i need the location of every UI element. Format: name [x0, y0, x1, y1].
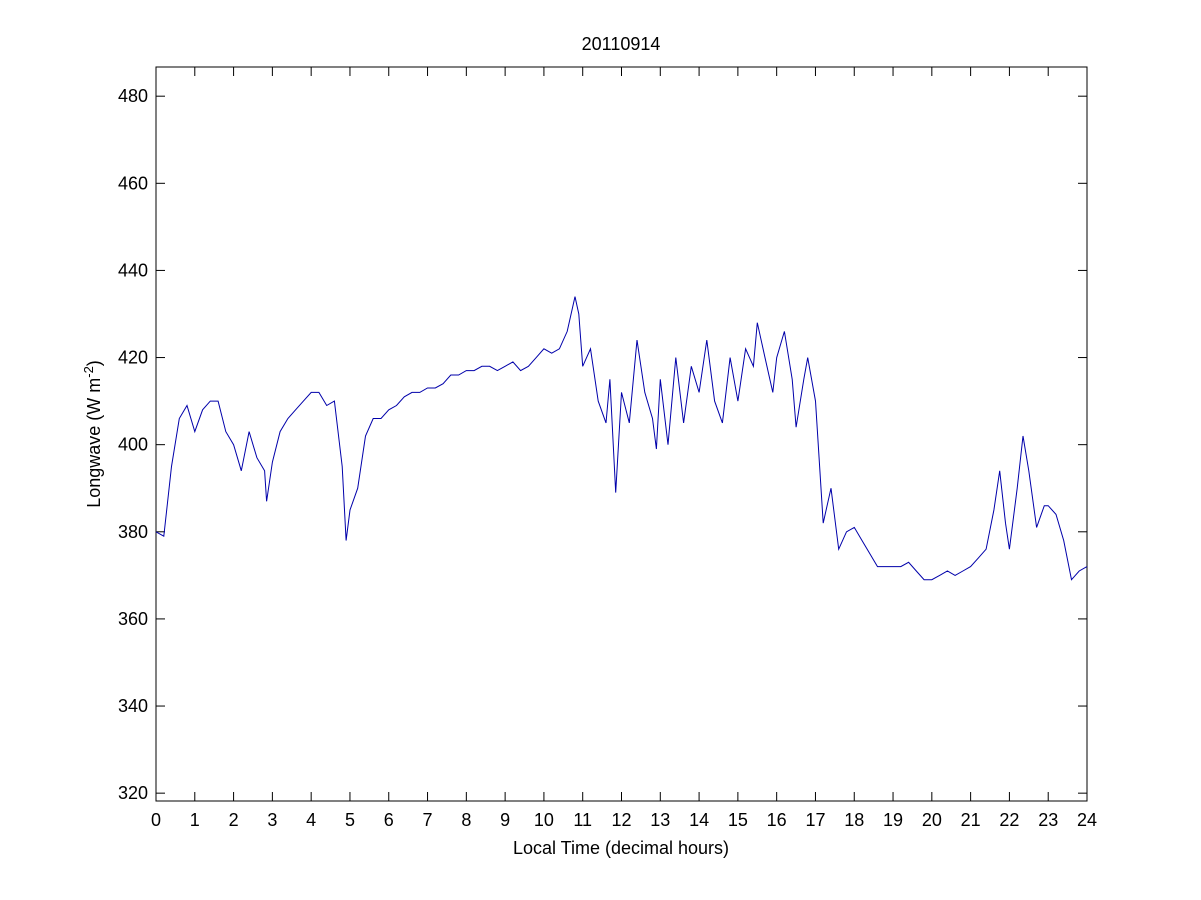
- y-tick-label: 380: [118, 522, 148, 542]
- x-tick-label: 8: [461, 810, 471, 830]
- x-tick-label: 10: [534, 810, 554, 830]
- y-tick-label: 420: [118, 348, 148, 368]
- y-tick-label: 340: [118, 696, 148, 716]
- y-axis-label-suffix: ): [84, 360, 104, 366]
- x-tick-label: 12: [611, 810, 631, 830]
- x-tick-label: 20: [922, 810, 942, 830]
- x-tick-label: 16: [767, 810, 787, 830]
- x-tick-label: 11: [573, 810, 592, 830]
- chart-title: 20110914: [582, 34, 661, 54]
- x-tick-label: 23: [1038, 810, 1058, 830]
- y-tick-label: 320: [118, 783, 148, 803]
- x-tick-label: 3: [267, 810, 277, 830]
- x-tick-label: 18: [844, 810, 864, 830]
- x-axis-label: Local Time (decimal hours): [513, 838, 729, 858]
- y-tick-label: 460: [118, 173, 148, 193]
- x-tick-label: 1: [190, 810, 200, 830]
- data-line: [155, 296, 1088, 581]
- x-tick-label: 7: [423, 810, 433, 830]
- x-tick-label: 2: [229, 810, 239, 830]
- plot-area: [155, 66, 1088, 802]
- x-tick-label: 4: [306, 810, 316, 830]
- x-tick-label: 17: [805, 810, 825, 830]
- x-tick-label: 14: [689, 810, 709, 830]
- y-axis-label: Longwave (W m-2): [81, 360, 104, 508]
- y-tick-label: 480: [118, 86, 148, 106]
- x-tick-label: 0: [151, 810, 161, 830]
- x-tick-label: 19: [883, 810, 903, 830]
- x-tick-label: 22: [999, 810, 1019, 830]
- x-tick-label: 9: [500, 810, 510, 830]
- y-axis-label-text: Longwave (W m: [84, 378, 104, 508]
- y-tick-label: 400: [118, 435, 148, 455]
- x-tick-label: 24: [1077, 810, 1097, 830]
- y-tick-label: 440: [118, 260, 148, 280]
- x-tick-label: 6: [384, 810, 394, 830]
- x-tick-label: 15: [728, 810, 748, 830]
- x-tick-label: 21: [961, 810, 981, 830]
- y-axis-label-superscript: -2: [81, 366, 96, 378]
- x-tick-label: 5: [345, 810, 355, 830]
- y-tick-label: 360: [118, 609, 148, 629]
- x-tick-label: 13: [650, 810, 670, 830]
